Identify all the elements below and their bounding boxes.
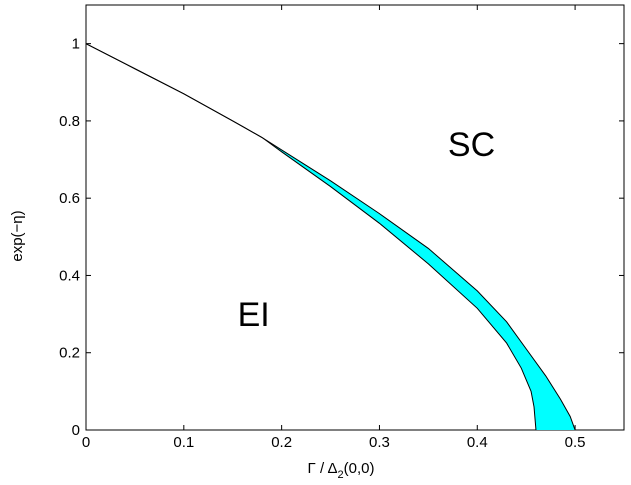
y-tick-label: 0.2 — [59, 345, 80, 362]
x-tick-label: 0.2 — [271, 434, 292, 451]
y-tick-label: 0.4 — [59, 267, 80, 284]
region-label-ei: EI — [238, 296, 270, 334]
x-tick-label: 0.4 — [467, 434, 488, 451]
x-axis-label: Γ / Δ2(0,0) — [308, 460, 375, 481]
region-label-sc: SC — [448, 126, 495, 164]
upper-boundary-curve — [85, 43, 576, 431]
region-annotations: SC EI — [238, 126, 496, 334]
y-tick-label: 0.6 — [59, 190, 80, 207]
lower-boundary-curve — [85, 43, 537, 431]
shaded-region — [86, 43, 576, 430]
plot-frame — [85, 4, 625, 431]
x-tick-label: 0.1 — [173, 434, 194, 451]
x-tick-label: 0.3 — [369, 434, 390, 451]
y-tick-label: 1 — [72, 36, 80, 53]
y-axis-label: exp(−η) — [9, 210, 26, 261]
y-tick-label: 0.8 — [59, 113, 80, 130]
y-tick-label: 0 — [72, 422, 80, 439]
x-tick-label: 0.5 — [565, 434, 586, 451]
x-axis-ticks: 0 0.1 0.2 0.3 0.4 0.5 — [82, 5, 586, 451]
y-axis-ticks: 0 0.2 0.4 0.6 0.8 1 — [59, 36, 624, 439]
x-tick-label: 0 — [82, 434, 90, 451]
